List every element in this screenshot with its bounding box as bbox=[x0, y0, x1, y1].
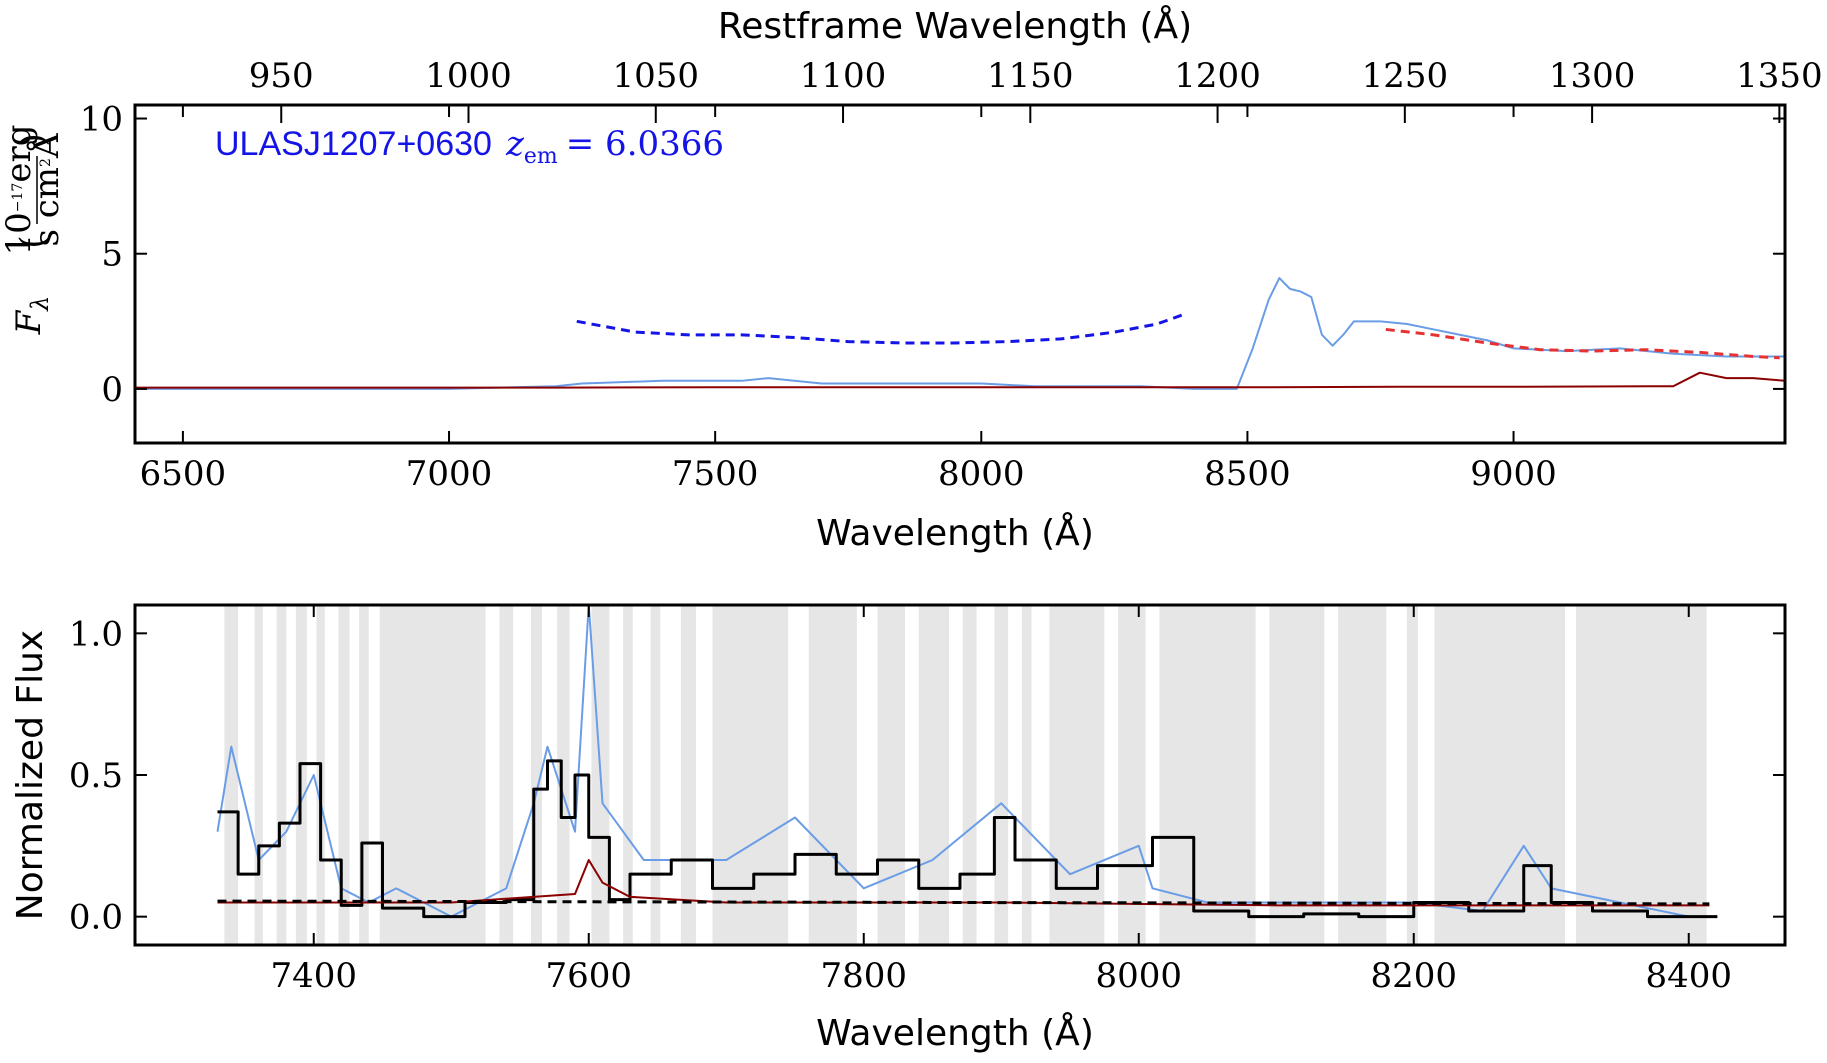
shaded-region-9 bbox=[531, 606, 542, 944]
shaded-region-10 bbox=[557, 606, 570, 944]
panel-top-frame bbox=[133, 103, 1787, 445]
shaded-region-1 bbox=[254, 606, 263, 944]
y-unit-den: s cm2Å bbox=[26, 133, 67, 246]
top-y-axis-label: Fλ ( 10−17erg s cm2Å ) bbox=[0, 125, 67, 336]
shaded-region-19 bbox=[962, 606, 977, 944]
svg-text:Fλ: Fλ bbox=[9, 296, 54, 336]
series-normalized-noise bbox=[217, 859, 1710, 907]
bottom-x-axis-label: Wavelength (Å) bbox=[816, 1011, 1094, 1054]
series-binned-flux bbox=[217, 759, 1718, 919]
y-tick-label: 5 bbox=[101, 235, 123, 275]
rest-tick-label: 1300 bbox=[1549, 56, 1636, 96]
shaded-region-18 bbox=[918, 606, 949, 944]
series-mean-level bbox=[217, 899, 1710, 906]
x-tick-label: 8000 bbox=[938, 454, 1025, 494]
x-tick-label: 8000 bbox=[1095, 956, 1182, 996]
object-name: ULASJ1207+0630 bbox=[215, 125, 492, 163]
rest-tick-label: 1200 bbox=[1174, 56, 1261, 96]
y-paren-close: ) bbox=[13, 133, 53, 146]
x-tick-label: 8400 bbox=[1645, 956, 1732, 996]
shaded-region-12 bbox=[623, 606, 633, 944]
top-rest-ticks: 950 1000 1050 1100 1150 1200 1250 1300 1350 bbox=[249, 56, 1823, 123]
z-symbol: z bbox=[505, 124, 525, 164]
y-unit-num: 10−17erg bbox=[0, 125, 39, 256]
x-tick-label: 7800 bbox=[820, 956, 907, 996]
shaded-region-22 bbox=[1049, 606, 1105, 944]
shaded-region-28 bbox=[1434, 606, 1565, 944]
shaded-region-25 bbox=[1269, 606, 1325, 944]
shaded-region-27 bbox=[1406, 606, 1418, 944]
x-tick-label: 8200 bbox=[1370, 956, 1457, 996]
bottom-y-ticks: 0.0 0.5 1.0 bbox=[69, 614, 1785, 938]
y-tick-label: 0.5 bbox=[69, 756, 123, 796]
rest-tick-label: 1250 bbox=[1362, 56, 1449, 96]
rest-tick-label: 1050 bbox=[613, 56, 700, 96]
series-flux bbox=[135, 277, 1785, 390]
panel-bottom: 7400 7600 7800 8000 8200 8400 0.0 0.5 1.0 Wavel… bbox=[10, 603, 1787, 1054]
shaded-region-14 bbox=[680, 606, 696, 944]
top-x-axis-label: Wavelength (Å) bbox=[816, 511, 1094, 554]
shaded-region-24 bbox=[1159, 606, 1256, 944]
bottom-y-axis-label: Normalized Flux bbox=[10, 630, 51, 920]
rest-tick-label: 1100 bbox=[800, 56, 887, 96]
shaded-region-20 bbox=[994, 606, 1009, 944]
shaded-region-21 bbox=[1021, 606, 1032, 944]
rest-tick-label: 1000 bbox=[425, 56, 512, 96]
rest-tick-label: 1350 bbox=[1736, 56, 1823, 96]
shaded-region-0 bbox=[224, 606, 239, 944]
x-tick-label: 7600 bbox=[545, 956, 632, 996]
shaded-region-29 bbox=[1576, 606, 1707, 944]
top-rest-axis-label: Restframe Wavelength (Å) bbox=[718, 4, 1192, 47]
top-x-ticks: 6500 7000 7500 8000 8500 9000 bbox=[140, 105, 1557, 494]
shaded-region-23 bbox=[1118, 606, 1146, 944]
series-noise bbox=[135, 371, 1786, 389]
x-tick-label: 9000 bbox=[1470, 454, 1557, 494]
shaded-region-13 bbox=[650, 606, 661, 944]
shaded-region-8 bbox=[499, 606, 514, 944]
shaded-region-2 bbox=[276, 606, 287, 944]
y-tick-label: 1.0 bbox=[69, 614, 123, 654]
y-paren-open: ( bbox=[13, 235, 53, 248]
y-tick-label: 10 bbox=[80, 100, 123, 140]
shaded-region-6 bbox=[359, 606, 369, 944]
shaded-region-5 bbox=[338, 606, 350, 944]
y-symbol: F bbox=[9, 309, 49, 335]
shaded-region-7 bbox=[379, 606, 486, 944]
top-y-ticks: 0 5 10 bbox=[80, 100, 1785, 410]
x-tick-label: 7400 bbox=[270, 956, 357, 996]
series-continuum-fit bbox=[1385, 327, 1780, 360]
object-annotation: ULASJ1207+0630 zem = 6.0366 bbox=[215, 124, 724, 169]
bottom-shaded-regions bbox=[224, 606, 1707, 944]
bottom-x-ticks: 7400 7600 7800 8000 8200 8400 bbox=[270, 605, 1732, 996]
shaded-region-17 bbox=[877, 606, 905, 944]
y-subscript: λ bbox=[26, 296, 54, 312]
shaded-region-15 bbox=[712, 606, 789, 944]
panel-top: 6500 7000 7500 8000 8500 9000 0 5 10 950 1000 105… bbox=[0, 4, 1823, 554]
x-tick-label: 7000 bbox=[406, 454, 493, 494]
rest-tick-label: 1150 bbox=[987, 56, 1074, 96]
z-sub: em bbox=[524, 144, 558, 169]
x-tick-label: 8500 bbox=[1204, 454, 1291, 494]
x-tick-label: 6500 bbox=[140, 454, 227, 494]
bottom-series bbox=[216, 604, 1718, 919]
top-series bbox=[135, 277, 1786, 390]
y-tick-label: 0 bbox=[101, 370, 123, 410]
rest-tick-label: 950 bbox=[249, 56, 314, 96]
shaded-region-16 bbox=[808, 606, 857, 944]
series-continuum-model bbox=[576, 313, 1185, 345]
y-tick-label: 0.0 bbox=[69, 898, 123, 938]
x-tick-label: 7500 bbox=[672, 454, 759, 494]
shaded-region-26 bbox=[1338, 606, 1387, 944]
z-value: = 6.0366 bbox=[566, 124, 724, 164]
